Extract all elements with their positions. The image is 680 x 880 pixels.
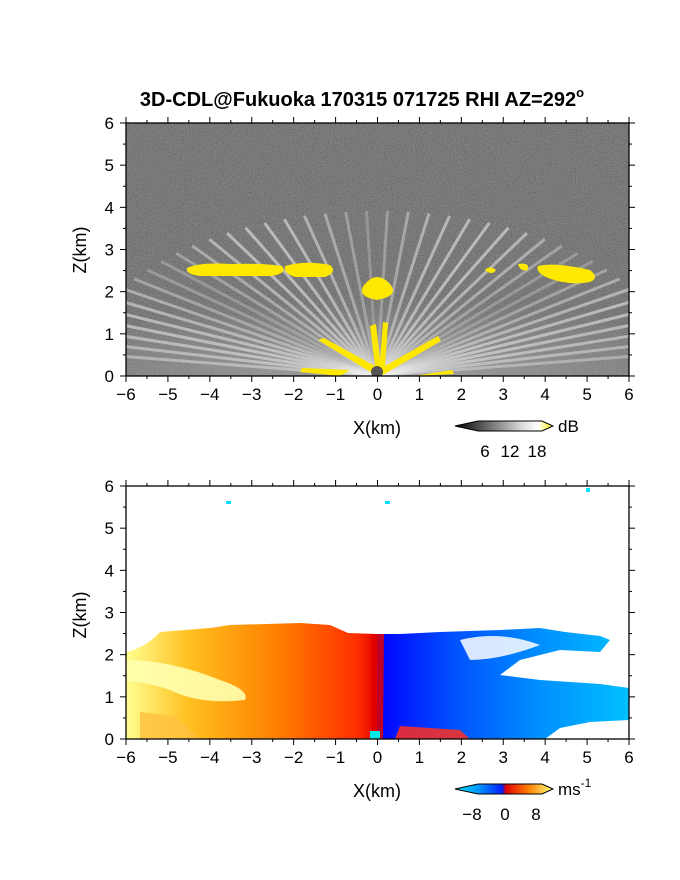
positive-velocity-region (126, 623, 377, 739)
reflectivity-y-tick-label: 4 (105, 198, 114, 217)
velocity-colorbar-tick-minus8: −8 (462, 805, 481, 824)
velocity-heatmap (126, 486, 629, 739)
velocity-y-tick-label: 1 (105, 688, 114, 707)
velocity-x-tick-label: −1 (326, 748, 345, 767)
svg-text:3D-CDL@Fukuoka 170315 071725 R: 3D-CDL@Fukuoka 170315 071725 RHI AZ=292o (140, 85, 584, 111)
velocity-x-tick-label: −4 (200, 748, 219, 767)
velocity-x-tick-label: 3 (499, 748, 508, 767)
reflectivity-y-tick-label: 3 (105, 241, 114, 260)
velocity-y-tick-label: 0 (105, 730, 114, 749)
near-radar-clutter (300, 322, 454, 376)
velocity-x-label: X(km) (353, 781, 401, 801)
speck-c (586, 488, 590, 492)
reflectivity-x-tick-label: −2 (284, 385, 303, 404)
velocity-x-tick-label: −3 (242, 748, 261, 767)
reflectivity-glow (126, 280, 629, 376)
velocity-colorbar-label: ms-1 (558, 776, 592, 799)
reflectivity-x-tick-label: 3 (499, 385, 508, 404)
reflectivity-colorbar-tick-12: 12 (501, 442, 520, 461)
reflectivity-x-tick-label: −4 (200, 385, 219, 404)
reflectivity-x-tick-label: −6 (116, 385, 135, 404)
velocity-x-tick-label: 0 (373, 748, 382, 767)
reflectivity-y-label: Z(km) (70, 227, 90, 274)
reflectivity-y-tick-label: 5 (105, 156, 114, 175)
surface-speck (370, 731, 380, 739)
velocity-x-tick-label: 2 (457, 748, 466, 767)
velocity-colorbar-bar (454, 783, 555, 795)
velocity-x-tick-label: −2 (284, 748, 303, 767)
reflectivity-x-tick-label: −1 (326, 385, 345, 404)
cloud-base-echo (186, 262, 595, 300)
velocity-x-tick-label: 5 (582, 748, 591, 767)
velocity-colorbar-tick-0: 0 (500, 805, 509, 824)
velocity-x-tick-label: 4 (540, 748, 549, 767)
velocity-y-tick-label: 5 (105, 519, 114, 538)
velocity-y-tick-label: 3 (105, 604, 114, 623)
positive-velocity-lower (140, 712, 200, 739)
reflectivity-x-tick-label: 6 (624, 385, 633, 404)
velocity-gap (460, 636, 540, 660)
velocity-x-tick-label: 1 (415, 748, 424, 767)
velocity-y-tick-label: 2 (105, 646, 114, 665)
positive-velocity-highlight (126, 660, 246, 702)
reflectivity-colorbar-label: dB (558, 417, 579, 436)
velocity-colorbar-tick-8: 8 (531, 805, 540, 824)
speck-a (226, 501, 231, 504)
reflectivity-x-tick-label: 0 (373, 385, 382, 404)
reflectivity-colorbar: dB 6 12 18 (454, 417, 579, 461)
reflectivity-y-tick-label: 2 (105, 283, 114, 302)
velocity-y-axis: 0 1 2 3 4 5 6 (105, 477, 635, 749)
velocity-y-tick-label: 4 (105, 561, 114, 580)
near-surface-echo (395, 726, 470, 739)
reflectivity-x-tick-label: 2 (457, 385, 466, 404)
reflectivity-x-tick-label: −3 (242, 385, 261, 404)
reflectivity-x-tick-label: 4 (540, 385, 549, 404)
velocity-x-axis: −6 −5 −4 −3 −2 −1 0 1 2 3 4 5 6 (116, 480, 634, 767)
velocity-x-tick-label: −5 (158, 748, 177, 767)
velocity-x-tick-label: −6 (116, 748, 135, 767)
reflectivity-x-tick-label: −5 (158, 385, 177, 404)
reflectivity-y-tick-label: 6 (105, 114, 114, 133)
zero-velocity-boundary (372, 634, 384, 739)
velocity-y-label: Z(km) (70, 592, 90, 639)
negative-velocity-region (377, 628, 629, 739)
velocity-y-tick-label: 6 (105, 477, 114, 496)
chart-title: 3D-CDL@Fukuoka 170315 071725 RHI AZ=292o (140, 85, 584, 111)
velocity-colorbar: ms-1 −8 0 8 (454, 776, 592, 824)
reflectivity-y-tick-label: 0 (105, 367, 114, 386)
reflectivity-y-tick-label: 1 (105, 325, 114, 344)
reflectivity-colorbar-tick-6: 6 (480, 442, 489, 461)
speck-b (385, 501, 390, 504)
reflectivity-colorbar-bar (454, 420, 555, 432)
reflectivity-x-tick-label: 1 (415, 385, 424, 404)
reflectivity-colorbar-tick-18: 18 (528, 442, 547, 461)
reflectivity-y-axis: 0 1 2 3 4 5 6 (105, 114, 635, 386)
velocity-x-tick-label: 6 (624, 748, 633, 767)
reflectivity-heatmap (126, 123, 629, 376)
reflectivity-x-axis: −6 −5 −4 −3 −2 −1 0 1 2 3 4 5 6 (116, 117, 634, 404)
reflectivity-x-tick-label: 5 (582, 385, 591, 404)
reflectivity-x-label: X(km) (353, 418, 401, 438)
